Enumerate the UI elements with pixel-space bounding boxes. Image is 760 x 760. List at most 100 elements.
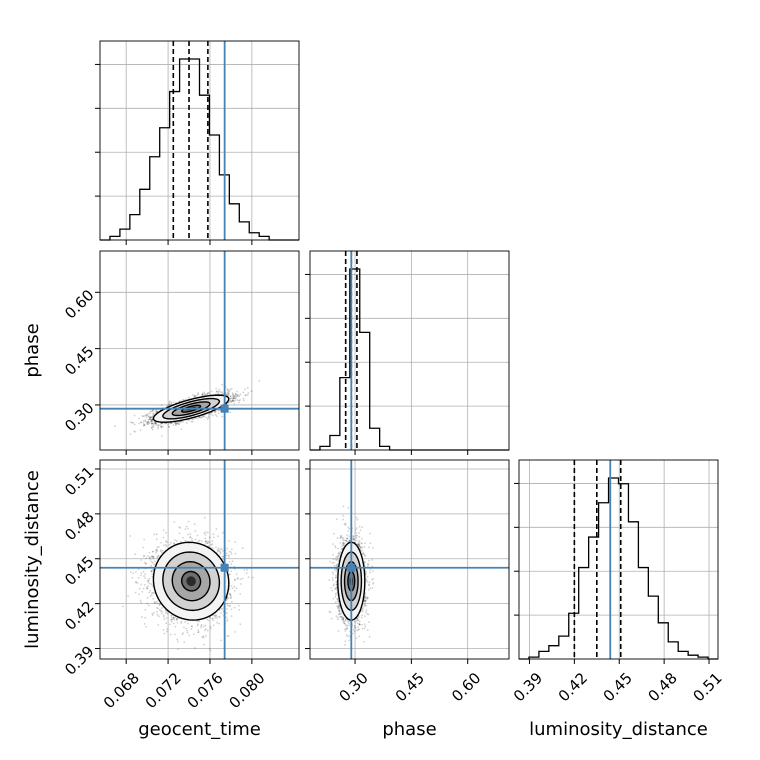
- sample-point: [168, 425, 171, 428]
- sample-point: [178, 400, 181, 403]
- sample-point: [228, 550, 231, 553]
- sample-point: [194, 538, 197, 541]
- contour-line-0: [152, 394, 230, 423]
- sample-point: [147, 421, 150, 424]
- sample-point: [162, 536, 165, 539]
- sample-point: [229, 397, 232, 400]
- sample-point: [228, 392, 230, 395]
- sample-point: [239, 399, 242, 401]
- sample-point: [149, 416, 152, 419]
- sample-point: [226, 393, 229, 396]
- sample-point: [143, 423, 146, 426]
- sample-point: [151, 614, 154, 616]
- sample-point: [226, 619, 228, 622]
- joint-panel-geocent_time-phase: [99, 250, 300, 451]
- sample-point: [140, 601, 143, 604]
- sample-point: [234, 393, 237, 396]
- sample-point: [221, 607, 224, 610]
- sample-point: [228, 587, 231, 590]
- sample-point: [230, 551, 232, 554]
- sample-point: [151, 425, 154, 428]
- contour-line-1: [162, 397, 221, 420]
- sample-point: [149, 558, 152, 561]
- sample-point: [208, 616, 211, 619]
- sample-point: [187, 622, 189, 625]
- sample-point: [207, 392, 209, 394]
- sample-point: [236, 399, 239, 402]
- sample-point: [219, 552, 222, 555]
- sample-point: [217, 409, 220, 412]
- sample-point: [172, 616, 175, 619]
- sample-point: [209, 649, 212, 652]
- hist-panel-geocent_time: [95, 40, 300, 241]
- sample-point: [221, 391, 224, 394]
- sample-point: [246, 386, 249, 389]
- sample-point: [219, 391, 222, 393]
- sample-point: [230, 400, 233, 403]
- sample-point: [186, 629, 189, 632]
- sample-point: [155, 424, 158, 426]
- sample-point: [232, 395, 235, 398]
- sample-point: [225, 393, 228, 396]
- sample-point: [205, 416, 207, 419]
- sample-point: [134, 553, 137, 556]
- sample-point: [151, 585, 154, 588]
- sample-point: [154, 602, 157, 604]
- sample-point: [152, 425, 155, 428]
- sample-point: [158, 615, 160, 618]
- sample-point: [174, 422, 177, 425]
- sample-point: [182, 536, 184, 539]
- sample-point: [160, 422, 163, 425]
- sample-point: [220, 607, 223, 610]
- sample-point: [202, 635, 205, 638]
- sample-point: [142, 546, 145, 549]
- sample-point: [147, 412, 149, 415]
- sample-point: [140, 574, 142, 577]
- sample-point: [152, 413, 155, 416]
- sample-point: [173, 633, 176, 636]
- sample-point: [149, 420, 152, 423]
- sample-point: [178, 526, 181, 528]
- sample-point: [181, 398, 184, 401]
- sample-point: [232, 396, 235, 399]
- sample-point: [147, 585, 149, 588]
- sample-point: [228, 554, 230, 557]
- sample-point: [186, 631, 189, 634]
- sample-point: [175, 617, 178, 620]
- sample-point: [187, 527, 190, 530]
- sample-point: [155, 533, 158, 536]
- sample-point: [202, 625, 205, 628]
- sample-point: [154, 422, 157, 425]
- sample-point: [161, 610, 164, 613]
- sample-point: [175, 618, 178, 620]
- sample-point: [155, 548, 157, 551]
- sample-point: [216, 548, 219, 551]
- sample-point: [231, 560, 234, 563]
- sample-point: [215, 614, 217, 617]
- sample-point: [229, 592, 232, 595]
- sample-point: [150, 410, 153, 413]
- sample-point: [150, 420, 153, 423]
- sample-point: [138, 422, 140, 425]
- sample-point: [230, 596, 233, 598]
- sample-point: [150, 569, 153, 572]
- sample-point: [226, 598, 228, 601]
- sample-point: [206, 542, 209, 544]
- sample-point: [209, 393, 212, 396]
- sample-point: [233, 402, 236, 405]
- histogram-geocent_time: [100, 58, 299, 241]
- sample-point: [229, 411, 232, 414]
- sample-point: [205, 540, 208, 542]
- sample-point: [213, 410, 216, 413]
- sample-point: [147, 420, 150, 423]
- sample-point: [157, 424, 160, 427]
- sample-point: [154, 560, 156, 563]
- sample-point: [183, 641, 186, 643]
- sample-point: [245, 572, 248, 575]
- sample-point: [227, 389, 230, 392]
- sample-point: [170, 620, 173, 623]
- sample-point: [238, 401, 240, 404]
- sample-point: [161, 607, 163, 609]
- sample-point: [176, 621, 179, 624]
- sample-point: [149, 418, 151, 421]
